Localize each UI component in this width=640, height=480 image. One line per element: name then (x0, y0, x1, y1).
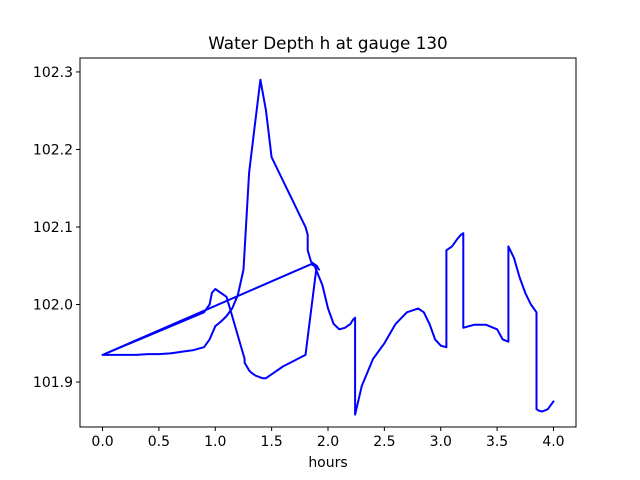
x-tick-label: 2.0 (317, 434, 339, 450)
x-tick-label: 0.5 (148, 434, 170, 450)
series-line (101, 78, 555, 416)
y-tick-label: 102.3 (33, 65, 73, 81)
y-tick-label: 101.9 (33, 375, 73, 391)
x-tick-label: 3.0 (430, 434, 452, 450)
x-axis-label: hours (308, 455, 347, 471)
x-tick-label: 1.5 (261, 434, 283, 450)
y-tick-label: 102.2 (33, 142, 73, 158)
x-tick-label: 3.5 (486, 434, 508, 450)
x-tick-label: 1.0 (204, 434, 226, 450)
series-layer (101, 78, 555, 416)
y-tick-label: 102.1 (33, 220, 73, 236)
x-tick-label: 0.0 (91, 434, 113, 450)
x-axis-ticks: 0.0 0.5 1.0 1.5 2.0 2.5 3.0 3.5 4.0 (91, 427, 565, 450)
y-tick-label: 102.0 (33, 298, 73, 314)
plot-area: 0.0 0.5 1.0 1.5 2.0 2.5 3.0 3.5 4.0 101.9102.010… (33, 57, 577, 450)
y-axis-ticks: 101.9 102.0 102.1 102.2 102.3 (33, 65, 80, 391)
chart-title: Water Depth h at gauge 130 (208, 33, 447, 53)
axes-frame (79, 57, 577, 428)
x-tick-label: 2.5 (373, 434, 395, 450)
x-tick-label: 4.0 (542, 434, 564, 450)
